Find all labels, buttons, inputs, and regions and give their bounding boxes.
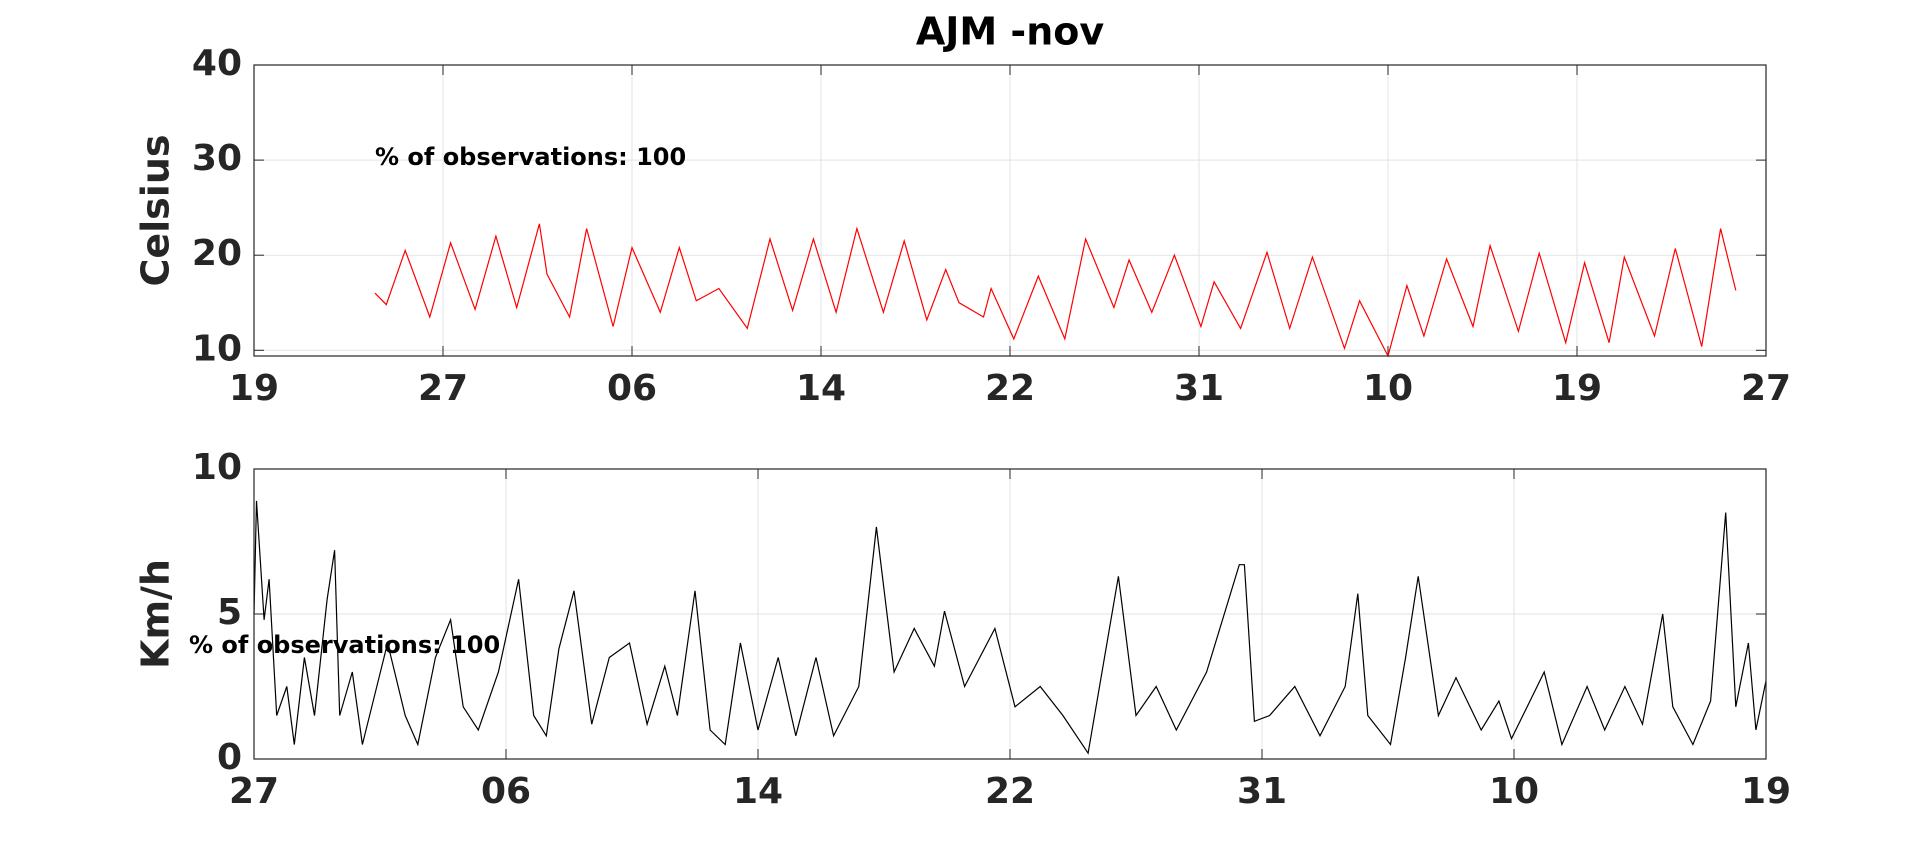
chart-title: AJM -nov [916, 10, 1105, 54]
x-tick-label: 27 [229, 771, 279, 812]
y-tick-label: 30 [192, 138, 242, 179]
x-tick-label: 10 [1489, 771, 1539, 812]
x-tick-label: 31 [1237, 771, 1287, 812]
x-tick-label: 27 [418, 368, 468, 409]
y-tick-label: 20 [192, 233, 242, 274]
x-tick-label: 14 [733, 771, 783, 812]
y-axis-label: Celsius [134, 135, 178, 287]
x-tick-label: 19 [1741, 771, 1791, 812]
x-tick-label: 27 [1741, 368, 1791, 409]
y-tick-label: 5 [217, 592, 242, 633]
data-line [374, 223, 1737, 358]
x-tick-label: 22 [985, 771, 1035, 812]
x-tick-label: 10 [1363, 368, 1413, 409]
annotation: % of observations: 100 [375, 143, 686, 171]
data-line [253, 500, 1767, 755]
x-tick-label: 19 [229, 368, 279, 409]
plot-frame [253, 64, 1767, 357]
x-tick-label: 22 [985, 368, 1035, 409]
y-axis-label: Km/h [134, 559, 178, 669]
annotation: % of observations: 100 [189, 631, 500, 659]
y-tick-label: 40 [192, 43, 242, 84]
x-tick-label: 31 [1174, 368, 1224, 409]
x-tick-label: 06 [607, 368, 657, 409]
plot-frame [253, 468, 1767, 760]
x-tick-label: 19 [1552, 368, 1602, 409]
x-tick-label: 14 [796, 368, 846, 409]
x-tick-label: 06 [481, 771, 531, 812]
y-tick-label: 0 [217, 737, 242, 778]
y-tick-label: 10 [192, 447, 242, 488]
y-tick-label: 10 [192, 328, 242, 369]
